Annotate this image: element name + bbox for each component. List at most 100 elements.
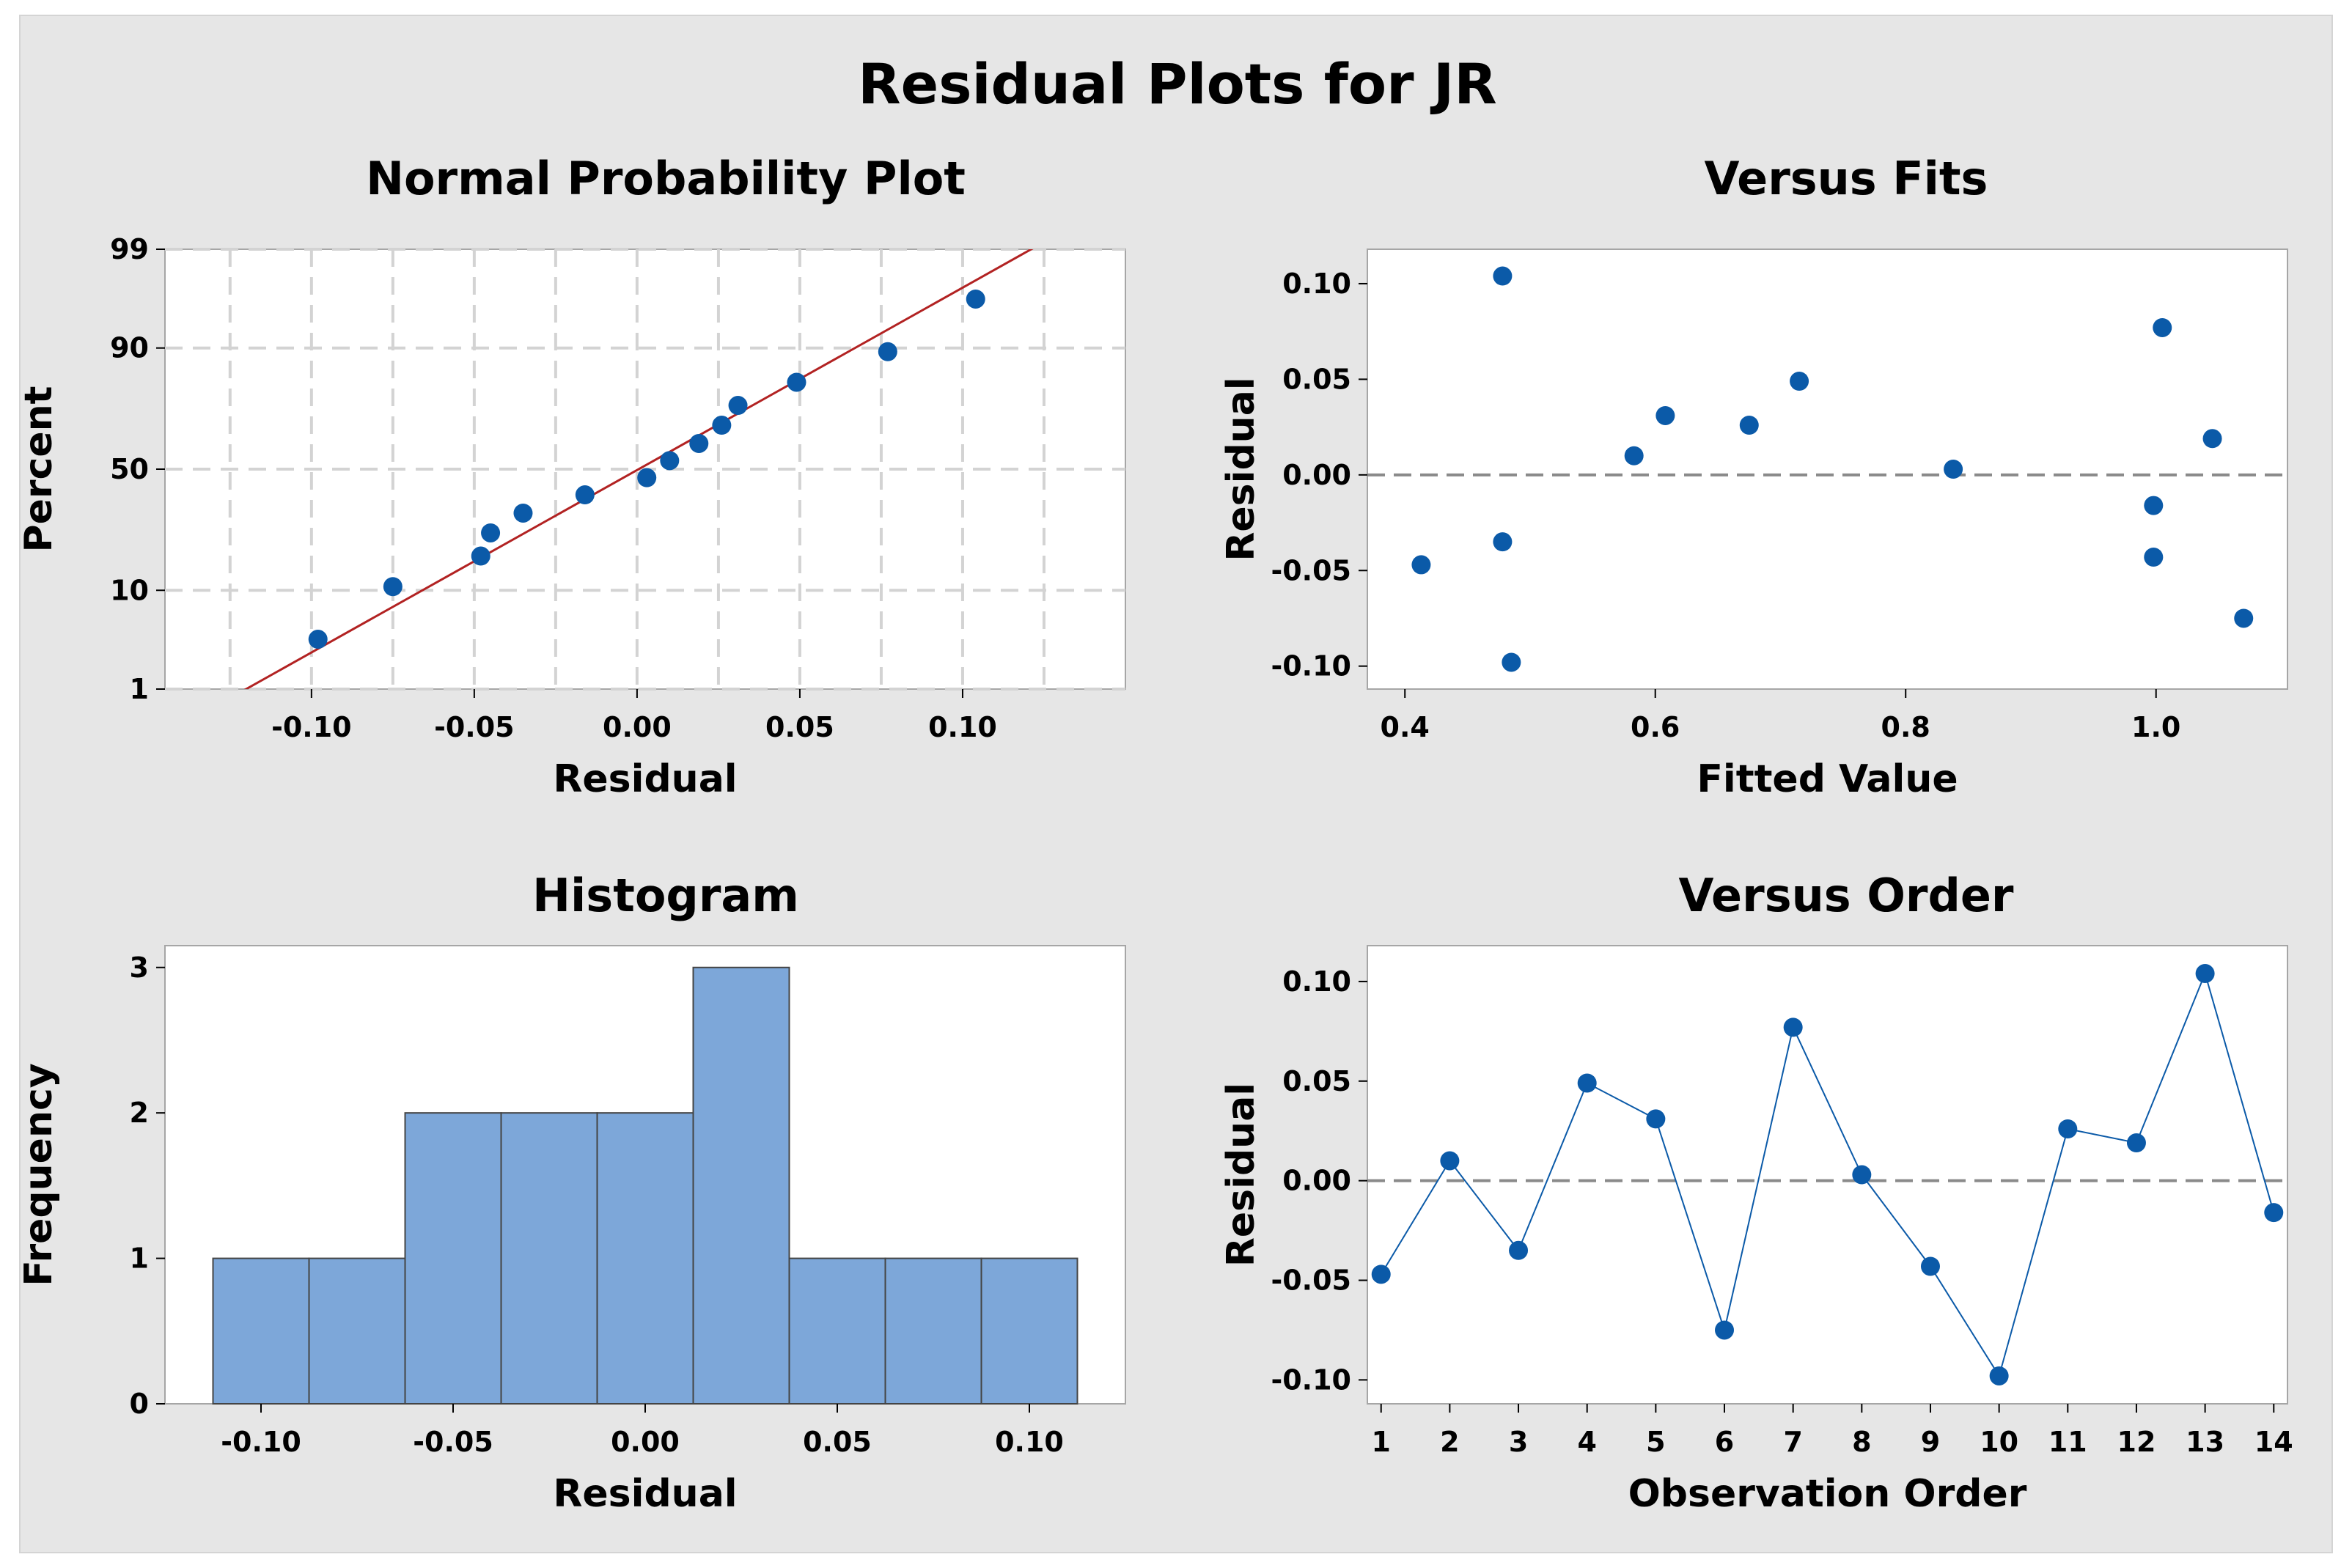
order-point xyxy=(1715,1320,1735,1340)
order-point xyxy=(1577,1073,1597,1093)
order-x-tick-label: 5 xyxy=(1646,1426,1665,1458)
order-x-tick-label: 7 xyxy=(1783,1426,1802,1458)
order-point xyxy=(2264,1203,2284,1223)
normal-point xyxy=(689,433,709,453)
normal-y-tick-label: 10 xyxy=(110,574,149,606)
normal-x-tick-label: -0.05 xyxy=(434,711,515,743)
order-x-tick-label: 12 xyxy=(2117,1426,2156,1458)
histogram-y-tick-label: 1 xyxy=(130,1243,149,1275)
fits-point xyxy=(2202,429,2222,449)
normal-point xyxy=(471,546,490,566)
order-point xyxy=(1852,1165,1872,1185)
normal-point xyxy=(787,372,806,392)
normal-y-tick-label: 90 xyxy=(110,332,149,364)
order-x-axis-label: Observation Order xyxy=(1628,1472,2027,1516)
normal-point xyxy=(481,523,501,542)
order-point xyxy=(2126,1133,2146,1153)
fits-point xyxy=(1493,532,1513,552)
normal-y-tick-label: 1 xyxy=(130,673,149,705)
fits-y-tick-label: 0.00 xyxy=(1282,459,1351,491)
fits-point xyxy=(1790,372,1809,391)
fits-point xyxy=(1655,405,1675,425)
fits-y-tick-label: 0.10 xyxy=(1282,268,1351,300)
histogram-bar xyxy=(308,1257,406,1405)
normal-x-tick-label: 0.00 xyxy=(603,711,672,743)
fits-point xyxy=(1411,555,1431,575)
normal-point xyxy=(966,289,985,309)
histogram-x-tick-label: -0.10 xyxy=(221,1426,301,1458)
histogram-bar xyxy=(500,1112,598,1405)
fits-x-tick-label: 0.4 xyxy=(1381,711,1430,743)
normal-point xyxy=(575,485,595,505)
fits-point xyxy=(2144,496,2164,515)
fits-x-axis-label: Fitted Value xyxy=(1697,757,1958,801)
fits-x-tick-label: 1.0 xyxy=(2131,711,2180,743)
histogram-bar xyxy=(980,1257,1078,1405)
order-x-tick-label: 11 xyxy=(2048,1426,2087,1458)
histogram-bar xyxy=(692,966,790,1405)
normal-point xyxy=(878,342,897,361)
normal-y-tick-label: 50 xyxy=(110,453,149,485)
histogram-x-tick-label: 0.00 xyxy=(611,1426,680,1458)
fits-plot-area xyxy=(1367,249,2288,690)
fits-point xyxy=(1493,266,1513,286)
fits-point xyxy=(1739,416,1759,435)
fits-point xyxy=(2234,608,2254,628)
order-x-tick-label: 1 xyxy=(1372,1426,1391,1458)
fits-point xyxy=(2153,317,2172,337)
normal-fit-line xyxy=(243,249,1034,689)
order-x-tick-label: 14 xyxy=(2254,1426,2293,1458)
histogram-title: Histogram xyxy=(532,869,799,922)
histogram-bar xyxy=(596,1112,694,1405)
order-point xyxy=(2195,964,2215,984)
fits-y-axis-label: Residual xyxy=(1219,377,1263,561)
fits-point xyxy=(1624,446,1644,465)
histogram-bar xyxy=(884,1257,982,1405)
normal-point xyxy=(728,396,748,416)
order-x-tick-label: 6 xyxy=(1715,1426,1734,1458)
normal-point xyxy=(308,630,328,649)
order-x-tick-label: 3 xyxy=(1509,1426,1528,1458)
histogram-y-axis-label: Frequency xyxy=(17,1063,61,1286)
fits-y-tick-label: -0.10 xyxy=(1271,650,1351,682)
order-y-tick-label: 0.10 xyxy=(1282,965,1351,998)
order-x-tick-label: 4 xyxy=(1577,1426,1596,1458)
order-point xyxy=(2058,1119,2078,1138)
histogram-bar xyxy=(404,1112,502,1405)
fits-point xyxy=(1502,652,1521,672)
normal-y-axis-label: Percent xyxy=(17,386,61,553)
histogram-x-tick-label: 0.10 xyxy=(995,1426,1064,1458)
order-plot-area xyxy=(1367,945,2288,1405)
histogram-bar xyxy=(212,1257,310,1405)
histogram-y-tick-label: 2 xyxy=(130,1097,149,1129)
histogram-x-tick-label: 0.05 xyxy=(803,1426,872,1458)
order-point xyxy=(1440,1151,1460,1171)
order-point xyxy=(1371,1265,1391,1284)
order-point xyxy=(1646,1109,1666,1129)
order-point xyxy=(1920,1256,1940,1276)
normal-x-axis-label: Residual xyxy=(553,757,737,801)
normal-point xyxy=(660,451,680,471)
order-y-tick-label: -0.10 xyxy=(1271,1363,1351,1396)
normal-point xyxy=(637,468,657,487)
normal-x-tick-label: -0.10 xyxy=(271,711,352,743)
order-y-axis-label: Residual xyxy=(1219,1083,1263,1267)
order-series-line xyxy=(1380,971,2275,1378)
order-x-tick-label: 9 xyxy=(1921,1426,1940,1458)
normal-plot-title: Normal Probability Plot xyxy=(366,152,966,205)
order-point xyxy=(1509,1240,1529,1260)
histogram-x-axis-label: Residual xyxy=(553,1472,737,1516)
fits-point xyxy=(2144,548,2164,567)
order-y-tick-label: -0.05 xyxy=(1271,1265,1351,1297)
fits-plot-title: Versus Fits xyxy=(1704,152,1988,205)
normal-y-tick-label: 99 xyxy=(110,233,149,265)
normal-point xyxy=(513,503,533,523)
order-x-tick-label: 13 xyxy=(2186,1426,2224,1458)
order-y-tick-label: 0.00 xyxy=(1282,1165,1351,1197)
fits-y-tick-label: -0.05 xyxy=(1271,554,1351,586)
normal-point xyxy=(712,416,732,435)
fits-x-tick-label: 0.8 xyxy=(1881,711,1930,743)
histogram-y-tick-label: 0 xyxy=(130,1388,149,1420)
fits-x-tick-label: 0.6 xyxy=(1631,711,1680,743)
